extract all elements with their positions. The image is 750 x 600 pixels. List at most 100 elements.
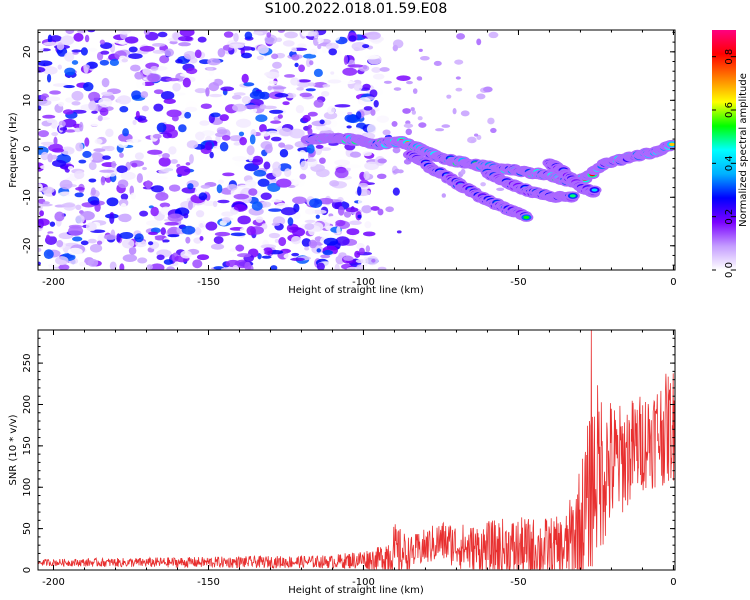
spectrogram-cell (357, 198, 373, 206)
spectrogram-cell (283, 74, 296, 78)
spectrogram-cell (403, 123, 414, 128)
spectrogram-cell (313, 68, 323, 78)
spectrogram-cell (392, 187, 400, 196)
spectrogram-cell (330, 71, 335, 75)
spectrogram-cell (137, 257, 148, 264)
spectrogram-cell (259, 249, 265, 255)
spectrogram-cell (229, 248, 236, 252)
spectrogram-cell (171, 92, 186, 96)
spectrogram-cell (75, 142, 84, 152)
spectrogram-cell (59, 127, 68, 131)
spectrogram-cell (96, 240, 103, 245)
y-tick-label: -20 (22, 238, 33, 254)
spectrogram-cell (455, 76, 461, 80)
spectrogram-cell (61, 191, 70, 196)
spectrogram-cell (98, 97, 113, 108)
spectrogram-cell (296, 86, 304, 91)
spectrogram-cell (456, 33, 466, 40)
spectrogram-cell (159, 202, 171, 208)
spectrogram-cell (134, 71, 144, 80)
spectrogram-cell (208, 82, 220, 92)
spectrogram-cell (186, 140, 199, 149)
spectrogram-cell (326, 106, 336, 115)
spectrogram-cell (396, 75, 411, 81)
spectrogram-cell (67, 247, 83, 256)
spectrogram-heatmap (38, 30, 675, 270)
spectrogram-cell (349, 151, 362, 158)
spectrogram-cell (179, 30, 195, 37)
spectrogram-cell (68, 224, 83, 229)
spectrogram-cell (71, 60, 79, 65)
x-tick-label: 0 (670, 577, 676, 588)
spectrogram-cell (100, 50, 110, 55)
spectrogram-cell (42, 66, 58, 75)
spectrogram-cell (205, 221, 218, 231)
spectrogram-cell (288, 226, 302, 231)
spectrogram-cell (297, 79, 311, 83)
spectrogram-cell (282, 101, 290, 106)
y-tick-label: 0 (22, 567, 33, 573)
spectrogram-cell (233, 193, 249, 200)
spectrogram-cell (293, 177, 305, 188)
spectrogram-cell (217, 129, 228, 135)
spectrogram-cell (261, 255, 272, 259)
spectrogram-cell (48, 143, 63, 152)
spectrogram-cell (56, 42, 65, 51)
spectrogram-cell (88, 47, 98, 52)
spectrogram-cell (185, 67, 198, 75)
spectrogram-cell (370, 109, 376, 116)
spectrogram-cell (268, 208, 282, 212)
y-tick-label: 50 (22, 522, 33, 535)
spectrogram-cell (65, 129, 76, 133)
spectrogram-cell (417, 116, 423, 121)
spectrogram-cell (291, 54, 300, 61)
x-tick-label: -150 (197, 577, 220, 588)
spectrogram-cell (379, 67, 390, 72)
spectrogram-cell (410, 107, 415, 112)
spectrogram-cell (162, 239, 170, 243)
spectrogram-cell (257, 44, 269, 54)
spectrogram-cell (148, 231, 158, 236)
spectrogram-cell (103, 234, 117, 240)
spectrogram-cell (277, 114, 283, 119)
spectrogram-cell (319, 147, 332, 151)
spectrogram-cell (49, 35, 62, 42)
spectrogram-cell (496, 187, 505, 192)
spectrogram-cell (333, 32, 341, 41)
spectrogram-cell (396, 230, 402, 234)
spectrogram-cell (130, 192, 136, 200)
spectrogram-cell (122, 254, 138, 262)
spectrogram-cell (132, 119, 137, 126)
spectrogram-cell (460, 168, 466, 175)
spectrogram-cell (412, 88, 418, 94)
spectrogram-cell (181, 187, 197, 194)
spectrogram-cell (358, 247, 365, 255)
spectrogram-cell (345, 207, 359, 213)
spectrogram-cell (132, 136, 139, 143)
spectrogram-cell (351, 41, 368, 51)
spectrogram-cell (194, 49, 202, 59)
spectrogram-cell (99, 169, 115, 173)
spectrogram-cell (60, 35, 75, 46)
x-tick-label: -200 (42, 277, 65, 288)
spectrogram-cell (446, 94, 452, 99)
spectrogram-cell (313, 99, 324, 108)
spectrogram-cell (231, 95, 242, 100)
spectrogram-cell (88, 100, 97, 111)
spectrogram-cell (260, 192, 272, 200)
spectrogram-cell (181, 225, 196, 235)
spectrogram-cell (109, 58, 120, 67)
spectrogram-cell (142, 166, 148, 171)
spectrogram-cell (267, 85, 273, 91)
spectrogram-cell (202, 200, 217, 207)
spectrogram-cell (299, 92, 313, 98)
spectrogram-cell (441, 124, 451, 128)
spectrogram-cell (82, 150, 92, 158)
spectrogram-cell (362, 65, 368, 70)
spectrogram-cell (264, 71, 279, 77)
spectrogram-cell (117, 141, 128, 148)
spectrogram-cell (38, 60, 53, 67)
spectrogram-cell (111, 160, 117, 169)
spectrogram-cell (418, 122, 427, 128)
spectrogram-cell (362, 44, 370, 49)
